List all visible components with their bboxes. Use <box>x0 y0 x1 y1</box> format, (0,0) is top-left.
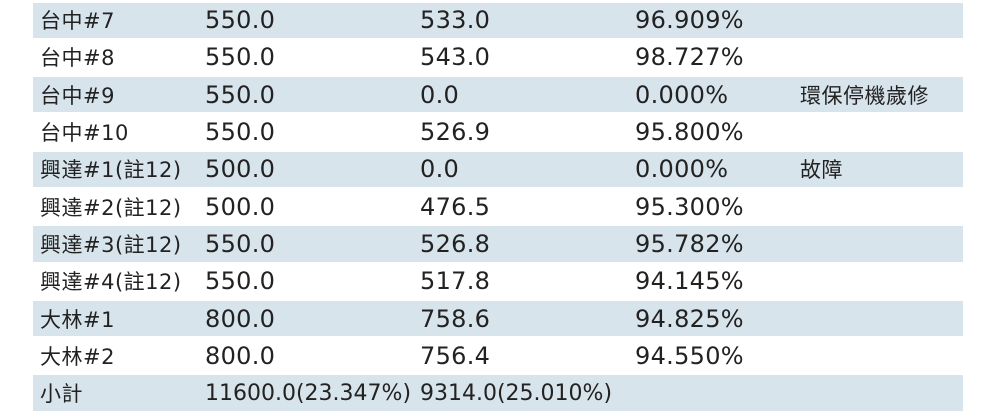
cell-generation: 0.0 <box>420 155 460 184</box>
cell-unit-name: 興達#3(註12) <box>40 232 182 257</box>
table-row-subtotal: 小計 11600.0(23.347%) 9314.0(25.010%) <box>33 374 963 412</box>
cell-capacity: 11600.0(23.347%) <box>205 380 412 406</box>
cell-capacity: 550.0 <box>205 80 276 109</box>
table-row: 興達#1(註12) 500.0 0.0 0.000% 故障 <box>33 150 963 188</box>
cell-capacity: 800.0 <box>205 304 276 333</box>
cell-capacity: 550.0 <box>205 118 276 147</box>
cell-capacity: 550.0 <box>205 6 276 35</box>
cell-unit-name: 小計 <box>40 382 83 407</box>
cell-generation: 756.4 <box>420 341 491 370</box>
cell-unit-name: 台中#10 <box>40 121 129 146</box>
cell-unit-name: 大林#2 <box>40 344 115 369</box>
cell-generation: 476.5 <box>420 192 491 221</box>
cell-unit-name: 興達#4(註12) <box>40 270 182 295</box>
table-row: 大林#1 800.0 758.6 94.825% <box>33 299 963 338</box>
cell-unit-name: 大林#1 <box>40 307 115 332</box>
cell-ratio: 98.727% <box>635 43 744 72</box>
table-row: 興達#4(註12) 550.0 517.8 94.145% <box>33 262 963 300</box>
table-row: 台中#8 550.0 543.0 98.727% <box>33 38 963 77</box>
cell-generation: 9314.0(25.010%) <box>420 380 613 406</box>
cell-unit-name: 興達#1(註12) <box>40 158 182 183</box>
table-row: 台中#9 550.0 0.0 0.000% 環保停機歲修 <box>33 76 963 114</box>
cell-ratio: 95.782% <box>635 229 744 258</box>
generation-table: 台中#7 550.0 533.0 96.909% 台中#8 550.0 543.… <box>33 1 963 412</box>
cell-ratio: 94.825% <box>635 304 744 333</box>
cell-generation: 533.0 <box>420 6 491 35</box>
cell-capacity: 550.0 <box>205 267 276 296</box>
cell-ratio: 0.000% <box>635 80 729 109</box>
cell-ratio: 95.800% <box>635 118 744 147</box>
cell-generation: 517.8 <box>420 267 491 296</box>
cell-generation: 0.0 <box>420 80 460 109</box>
cell-ratio: 94.145% <box>635 267 744 296</box>
cell-generation: 526.8 <box>420 229 491 258</box>
cell-ratio: 95.300% <box>635 192 744 221</box>
cell-ratio: 96.909% <box>635 6 744 35</box>
cell-ratio: 94.550% <box>635 341 744 370</box>
cell-generation: 526.9 <box>420 118 491 147</box>
cell-capacity: 550.0 <box>205 43 276 72</box>
cell-remark: 環保停機歲修 <box>800 83 929 108</box>
table-row: 大林#2 800.0 756.4 94.550% <box>33 337 963 375</box>
cell-unit-name: 興達#2(註12) <box>40 195 182 220</box>
table-row: 興達#3(註12) 550.0 526.8 95.782% <box>33 225 963 263</box>
table-row: 台中#10 550.0 526.9 95.800% <box>33 113 963 151</box>
cell-unit-name: 台中#8 <box>40 46 115 71</box>
cell-unit-name: 台中#9 <box>40 83 115 108</box>
cell-generation: 543.0 <box>420 43 491 72</box>
cell-ratio: 0.000% <box>635 155 729 184</box>
cell-generation: 758.6 <box>420 304 491 333</box>
cell-capacity: 500.0 <box>205 192 276 221</box>
cell-capacity: 800.0 <box>205 341 276 370</box>
cell-capacity: 550.0 <box>205 229 276 258</box>
cell-unit-name: 台中#7 <box>40 9 115 34</box>
table-row: 台中#7 550.0 533.0 96.909% <box>33 1 963 39</box>
table-row: 興達#2(註12) 500.0 476.5 95.300% <box>33 187 963 226</box>
cell-remark: 故障 <box>800 158 843 183</box>
cell-capacity: 500.0 <box>205 155 276 184</box>
